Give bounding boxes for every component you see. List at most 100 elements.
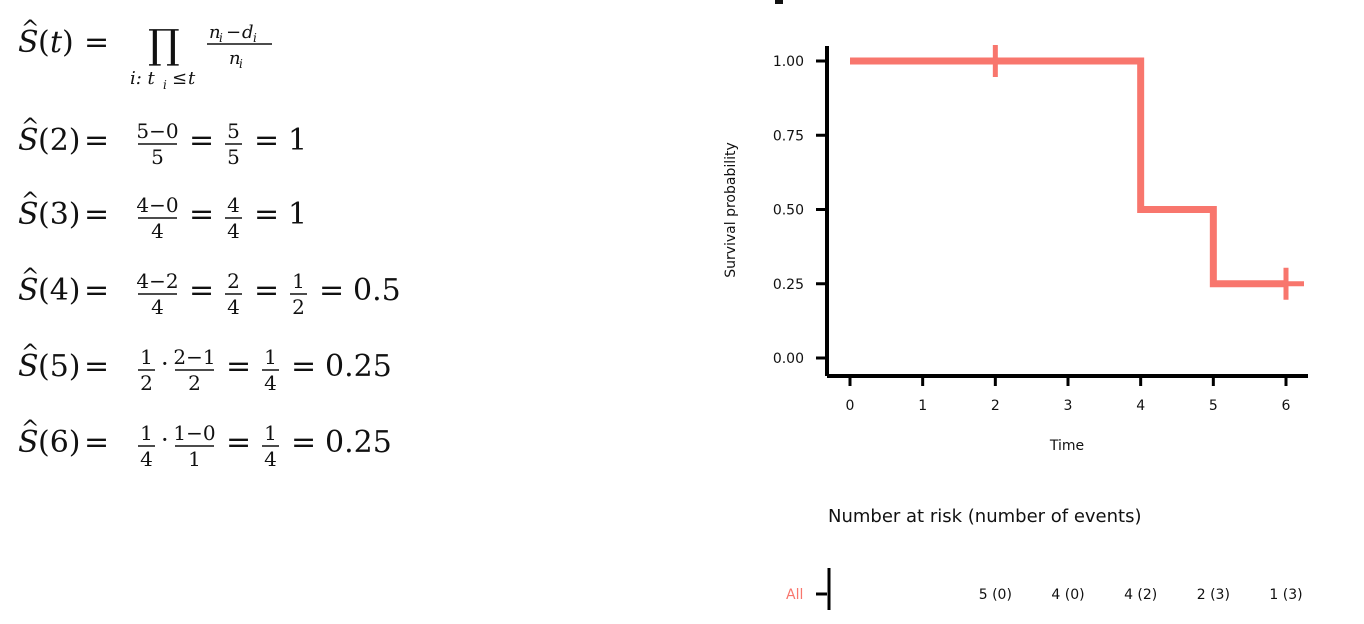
reduced-fraction: 24 (225, 269, 242, 319)
y-axis-label: Survival probability (723, 142, 739, 278)
y-tick-label: 0.75 (773, 128, 804, 144)
svg-text:(: ( (38, 25, 50, 60)
hat-accent: ^ (21, 115, 39, 140)
equals-sign: = (319, 273, 344, 308)
km-survival-chart: 0.00 0.25 0.50 0.75 1.00 0 1 2 3 4 5 6 Survival pr… (723, 0, 1308, 610)
prev-estimate-fraction: 14 (138, 421, 155, 471)
step-fraction: 4−24 (136, 269, 178, 319)
hat-accent: ^ (21, 265, 39, 290)
fraction-denominator: 2 (292, 295, 305, 319)
risk-table-strata-label: All (786, 587, 803, 603)
y-tick-label: 0.00 (773, 351, 804, 367)
fraction-numerator: 1 (140, 421, 153, 445)
formula-result: 1 (288, 197, 307, 232)
x-tick-label: 5 (1209, 398, 1218, 414)
x-tick-label: 6 (1282, 398, 1291, 414)
simplified-fraction: 12 (290, 269, 307, 319)
equals-sign: = (84, 425, 109, 460)
svg-text:∏: ∏ (148, 22, 180, 68)
fraction-denominator: 2 (140, 371, 153, 395)
x-tick-label: 3 (1064, 398, 1073, 414)
formula-result: 0.25 (325, 349, 392, 384)
equals-sign: = (254, 197, 279, 232)
formula-time: (4) (38, 273, 81, 308)
formula-time: (2) (38, 123, 81, 158)
equals-sign: = (226, 425, 251, 460)
svg-text:≤: ≤ (172, 68, 187, 89)
svg-text:i: i (219, 31, 223, 45)
survival-step-line (850, 57, 1286, 288)
x-tick-label: 4 (1136, 398, 1145, 414)
formula-time: (3) (38, 197, 81, 232)
risk-table-cell: 4 (0) (1051, 587, 1084, 603)
fraction-numerator: 2−1 (173, 345, 215, 369)
km-formula-line: S^(6) = 14· 1−01 = 14 = 0.25 (18, 417, 392, 471)
fraction-denominator: 4 (151, 295, 164, 319)
y-tick-label: 0.25 (773, 277, 804, 293)
step-fraction: 1−01 (173, 421, 215, 471)
km-formula-line: S^(4) = 4−24 = 24 = 12 = 0.5 (18, 265, 401, 319)
km-step-formulas: S^(2) = 5−05 = 55 = 1S^(3) = 4−04 = 44 = 1S^(4) = 4−24… (18, 115, 401, 471)
risk-table-cell: 5 (0) (979, 587, 1012, 603)
equals-sign: = (189, 123, 214, 158)
censor-marks (992, 45, 1289, 300)
step-fraction: 4−04 (136, 193, 178, 243)
hat-accent: ^ (21, 417, 39, 442)
x-tick-label: 1 (918, 398, 927, 414)
s-hat-symbol: S (18, 123, 39, 158)
risk-table-cell: 2 (3) (1197, 587, 1230, 603)
s-hat-symbol: S (18, 197, 39, 232)
equals-sign: = (189, 197, 214, 232)
fraction-denominator: 4 (140, 447, 153, 471)
reduced-fraction: 14 (262, 345, 279, 395)
km-general-formula: S ^ ( t ) = ∏ i: t i ≤ t n i − d i n i (18, 17, 272, 92)
risk-table-cell: 1 (3) (1269, 587, 1302, 603)
svg-text:n: n (229, 48, 241, 69)
equals-sign: = (84, 349, 109, 384)
svg-text:): ) (62, 25, 74, 60)
equals-sign: = (254, 123, 279, 158)
x-axis-label: Time (1049, 438, 1084, 454)
reduced-fraction: 44 (225, 193, 242, 243)
km-survival-curve (850, 57, 1304, 288)
equals-sign: = (291, 425, 316, 460)
y-ticks: 0.00 0.25 0.50 0.75 1.00 (773, 54, 827, 367)
svg-text:n: n (209, 22, 221, 43)
svg-text:i: i (163, 78, 167, 92)
svg-text:−: − (226, 22, 241, 43)
fraction-denominator: 5 (227, 145, 240, 169)
y-tick-label: 1.00 (773, 54, 804, 70)
formula-result: 0.25 (325, 425, 392, 460)
formula-result: 0.5 (353, 273, 401, 308)
formula-time: (5) (38, 349, 81, 384)
fraction-numerator: 1−0 (173, 421, 215, 445)
reduced-fraction: 14 (262, 421, 279, 471)
svg-text:=: = (84, 25, 109, 60)
prev-estimate-fraction: 12 (138, 345, 155, 395)
svg-text:t: t (50, 25, 63, 60)
fraction-denominator: 4 (227, 295, 240, 319)
x-tick-label: 0 (846, 398, 855, 414)
svg-text:d: d (242, 22, 254, 43)
equals-sign: = (84, 197, 109, 232)
x-tick-label: 2 (991, 398, 1000, 414)
svg-text:i: i (253, 31, 257, 45)
fraction-numerator: 1 (140, 345, 153, 369)
y-tick-label: 0.50 (773, 203, 804, 219)
fraction-denominator: 4 (264, 447, 277, 471)
fraction-denominator: 4 (227, 219, 240, 243)
fraction-denominator: 1 (188, 447, 201, 471)
x-ticks: 0 1 2 3 4 5 6 (846, 378, 1291, 414)
fraction-numerator: 4−2 (136, 269, 178, 293)
svg-text:i: i (239, 57, 243, 71)
fraction-denominator: 2 (188, 371, 201, 395)
svg-text:S: S (18, 25, 39, 60)
dot-operator: · (161, 350, 169, 378)
s-hat-symbol: S (18, 273, 39, 308)
equals-sign: = (84, 123, 109, 158)
s-hat-symbol: S (18, 349, 39, 384)
equals-sign: = (291, 349, 316, 384)
km-formula-line: S^(5) = 12· 2−12 = 14 = 0.25 (18, 341, 392, 395)
risk-table-cell: 4 (2) (1124, 587, 1157, 603)
fraction-numerator: 1 (264, 345, 277, 369)
